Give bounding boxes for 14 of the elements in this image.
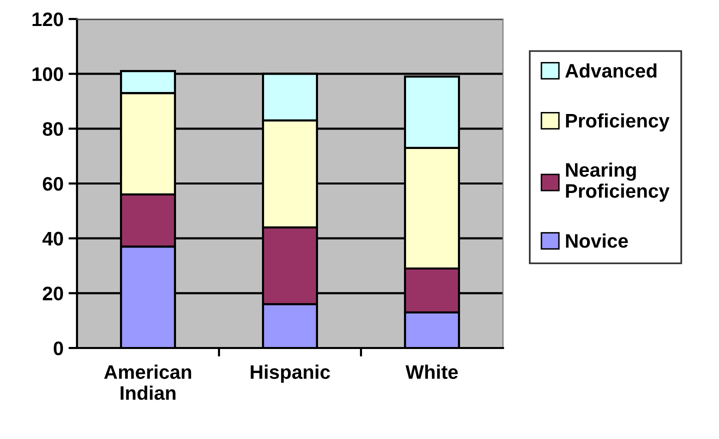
- legend-label: Nearing Proficiency: [566, 162, 670, 202]
- y-tick-label: 80: [42, 122, 64, 136]
- legend-label: Advanced: [565, 63, 656, 78]
- y-tick-label: 20: [42, 286, 64, 300]
- x-tick-label: Hispanic: [250, 364, 330, 383]
- y-tick-label: 100: [32, 67, 64, 82]
- x-tick-label: American Indian: [104, 364, 192, 400]
- y-tick-label: 0: [54, 341, 64, 356]
- legend-label: Proficiency: [566, 113, 670, 132]
- legend-label: Novice: [566, 234, 628, 248]
- y-tick-label: 40: [42, 232, 64, 246]
- x-tick-label: White: [406, 364, 458, 379]
- y-tick-label: 120: [32, 12, 64, 26]
- y-tick-label: 60: [42, 176, 64, 191]
